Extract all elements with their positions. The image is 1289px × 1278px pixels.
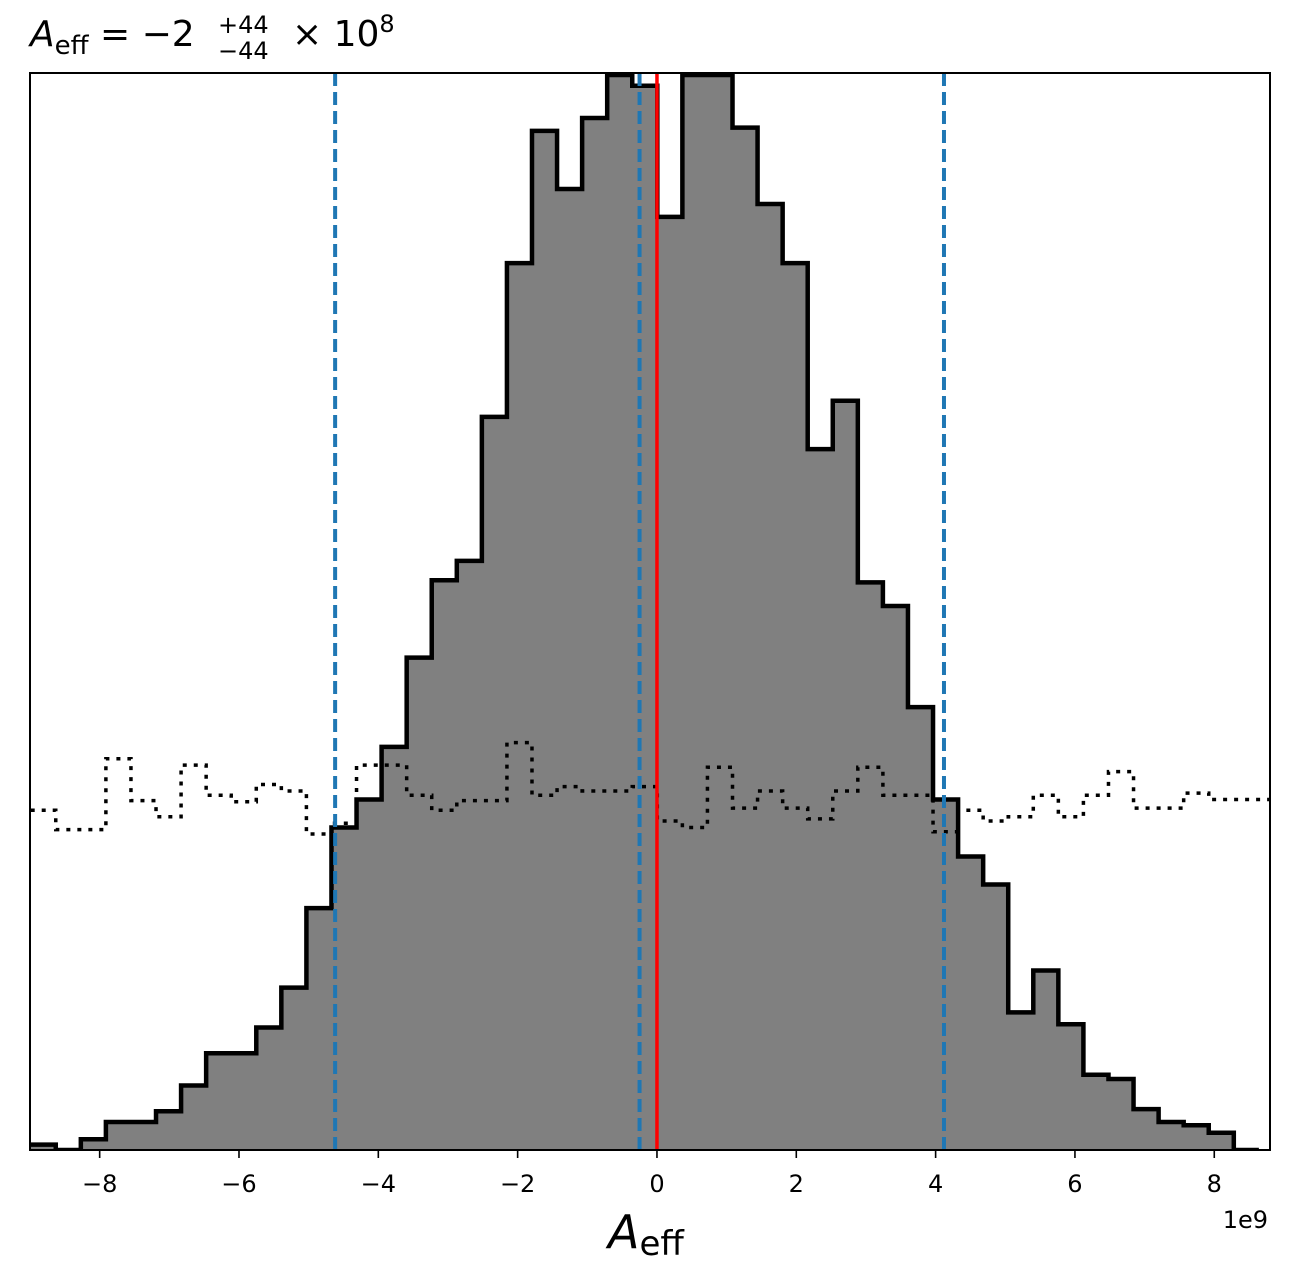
posterior-histogram-bar — [1183, 1125, 1210, 1150]
chart-title: Aeff = −2 — [28, 14, 195, 61]
chart-title-upper: +44 — [218, 11, 269, 39]
posterior-histogram-bar — [1033, 970, 1059, 1150]
posterior-histogram-bar — [857, 582, 884, 1150]
x-tick-label: 8 — [1207, 1170, 1222, 1198]
x-tick-label: 2 — [789, 1170, 804, 1198]
plot-area — [30, 73, 1270, 1150]
x-tick-label: −6 — [221, 1170, 256, 1198]
posterior-histogram-bar — [1058, 1024, 1085, 1150]
posterior-histogram-bar — [1108, 1079, 1135, 1150]
posterior-histogram-bar — [832, 400, 859, 1150]
posterior-histogram-bar — [80, 1139, 107, 1150]
chart-title-lower: −44 — [218, 37, 269, 65]
x-tick-label: −2 — [500, 1170, 535, 1198]
posterior-histogram-bar — [356, 799, 383, 1150]
posterior-histogram-bar — [757, 204, 784, 1150]
x-tick-label: 6 — [1067, 1170, 1082, 1198]
x-axis-label: Aeff — [605, 1205, 685, 1264]
x-tick-label: −4 — [361, 1170, 396, 1198]
posterior-histogram-bar — [707, 75, 734, 1150]
posterior-histogram-bar — [130, 1122, 157, 1150]
posterior-histogram-bar — [557, 188, 583, 1150]
posterior-histogram-bar — [657, 216, 683, 1150]
posterior-histogram-bar — [1158, 1122, 1185, 1150]
posterior-histogram-bar — [1083, 1074, 1110, 1150]
posterior-histogram-bar — [732, 127, 759, 1150]
x-tick-label: 0 — [649, 1170, 664, 1198]
prior-histogram-line — [30, 740, 1270, 836]
posterior-histogram-bar — [782, 263, 809, 1150]
x-axis-offset-text: 1e9 — [1223, 1206, 1268, 1234]
x-tick-label: −8 — [82, 1170, 117, 1198]
posterior-histogram-bar — [181, 1085, 207, 1150]
posterior-histogram-bar — [256, 1027, 282, 1150]
posterior-histogram-bar — [682, 75, 709, 1150]
posterior-histogram-bar — [406, 657, 433, 1150]
posterior-histogram-bar — [983, 884, 1009, 1150]
posterior-histogram-bar — [481, 416, 508, 1150]
posterior-histogram-bar — [607, 75, 633, 1150]
posterior-histogram-bar — [381, 746, 408, 1150]
posterior-histogram-bar — [30, 1144, 57, 1150]
posterior-histogram-bar — [958, 856, 984, 1150]
posterior-histogram-bar — [206, 1053, 232, 1150]
posterior-histogram-bar — [156, 1111, 182, 1150]
posterior-histogram-bar — [281, 987, 307, 1150]
posterior-histogram-bar — [582, 118, 608, 1150]
posterior-histogram-bar — [1008, 1012, 1034, 1150]
posterior-histogram-bar — [882, 606, 909, 1150]
posterior-histogram-bar — [456, 560, 483, 1150]
posterior-histogram-bar — [231, 1053, 257, 1150]
posterior-histogram-bar — [1133, 1109, 1160, 1150]
posterior-histogram-bar — [907, 707, 934, 1150]
posterior-histogram-bar — [306, 908, 333, 1150]
posterior-histogram-bar — [1208, 1132, 1235, 1150]
posterior-histogram-bar — [105, 1122, 132, 1150]
axes-border — [29, 72, 1271, 1151]
chart-title-multiplier: × 108 — [292, 10, 395, 55]
axes-frame — [29, 72, 1271, 1151]
posterior-histogram-bar — [531, 130, 558, 1150]
x-tick-label: 4 — [928, 1170, 943, 1198]
posterior-histogram-bar — [807, 449, 834, 1150]
x-axis-ticks: −8 −6 −4 −2 0 2 4 6 8 — [82, 1150, 1222, 1198]
posterior-histogram-bar — [506, 263, 533, 1150]
posterior-histogram-bar — [632, 85, 658, 1150]
posterior-histogram-bar — [431, 580, 458, 1150]
